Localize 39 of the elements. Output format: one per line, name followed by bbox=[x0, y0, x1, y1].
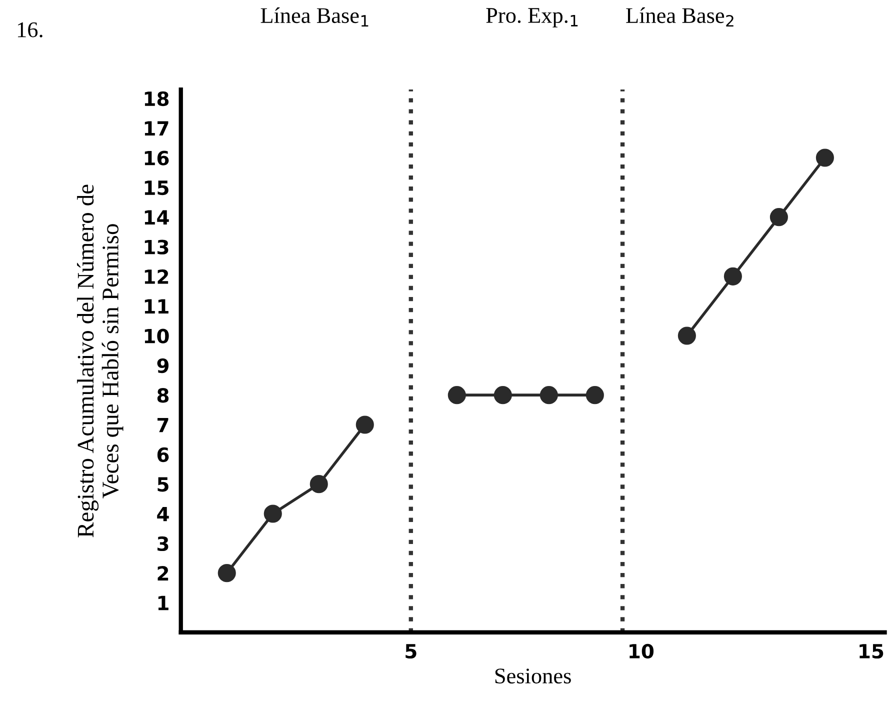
point bbox=[310, 475, 328, 494]
point bbox=[218, 564, 236, 582]
text: 16. bbox=[18, 22, 42, 38]
y-tick-label: 11 bbox=[144, 299, 168, 314]
y-tick-label: 6 bbox=[157, 447, 169, 462]
y-tick-label: 1 bbox=[158, 596, 168, 610]
y-axis-title: Registro Acumulativo del Número de Veces que Habló sin Permiso bbox=[77, 184, 124, 538]
y-tick-label: 14 bbox=[144, 210, 169, 224]
y-tick-label: 18 bbox=[144, 91, 169, 106]
text: Línea Base$_{1}$ bbox=[260, 7, 368, 27]
y-tick-label: 4 bbox=[157, 506, 169, 522]
y-tick-label: 13 bbox=[144, 240, 168, 254]
point bbox=[586, 386, 604, 404]
x-tick-label: 5 bbox=[406, 644, 416, 659]
text: Línea Base$_{2}$ bbox=[626, 7, 734, 27]
x-tick-label: 10 bbox=[630, 644, 654, 659]
x-tick-label: 15 bbox=[860, 644, 884, 659]
point bbox=[356, 416, 374, 434]
point bbox=[494, 386, 512, 404]
y-tick-label: 2 bbox=[158, 566, 168, 580]
y-tick-label: 8 bbox=[157, 388, 169, 403]
text: Pro. Exp.$_{1}$ bbox=[486, 8, 578, 28]
y-tick-label: 17 bbox=[144, 121, 168, 136]
point bbox=[816, 148, 834, 167]
y-tick-label: 15 bbox=[144, 180, 168, 196]
x-axis-title: Sesiones bbox=[495, 668, 571, 684]
point bbox=[724, 267, 742, 286]
y-tick-label: 3 bbox=[158, 536, 168, 552]
y-tick-label: 9 bbox=[157, 358, 169, 374]
y-tick-label: 5 bbox=[158, 477, 168, 492]
point bbox=[264, 504, 282, 523]
y-tick-label: 10 bbox=[144, 328, 169, 344]
y-tick-label: 16 bbox=[144, 150, 169, 166]
y-tick-label: 12 bbox=[144, 269, 168, 284]
y-tick-label: 7 bbox=[158, 418, 168, 432]
point bbox=[678, 326, 696, 345]
point bbox=[540, 386, 558, 404]
point bbox=[770, 208, 788, 226]
point bbox=[448, 386, 466, 404]
